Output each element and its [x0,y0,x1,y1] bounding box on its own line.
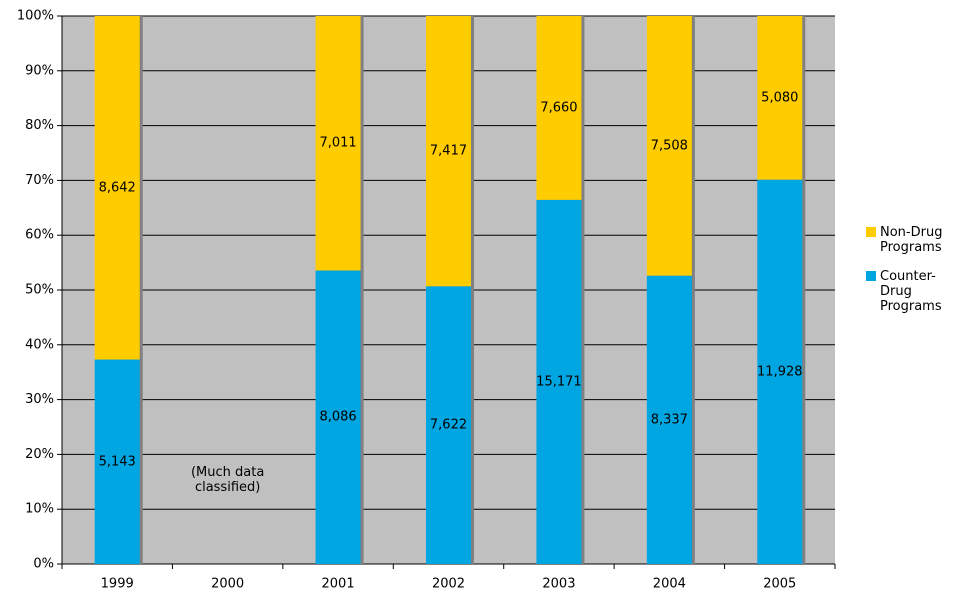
data-label: 7,508 [651,138,688,153]
bar-segment [536,16,582,200]
bar-segment [94,359,140,564]
data-label: 7,660 [540,100,577,115]
y-tick-label: 70% [25,173,54,188]
bar-segment [757,179,803,564]
y-tick-label: 100% [17,9,54,24]
data-label: 5,143 [99,454,136,469]
bar-segment [646,275,692,564]
data-label: 5,080 [761,90,798,105]
bar-segment [536,199,582,564]
x-tick-label: 2003 [542,577,575,592]
bar-segment [94,16,140,360]
bar-segment [757,16,803,180]
y-tick-label: 90% [25,63,54,78]
data-label: 8,086 [319,410,356,425]
x-tick-label: 2002 [432,577,465,592]
legend-swatch [866,227,876,237]
data-label: 7,417 [430,144,467,159]
data-label: 7,622 [430,418,467,433]
data-label: 7,011 [319,136,356,151]
y-tick-label: 10% [25,502,54,517]
x-tick-label: 1999 [101,577,134,592]
y-tick-label: 60% [25,228,54,243]
legend-swatch [866,271,876,281]
y-tick-label: 0% [33,557,54,572]
y-tick-label: 50% [25,283,54,298]
data-label: 8,642 [99,180,136,195]
bar-segment [315,270,361,564]
annotation: (Much data classified) [190,465,265,495]
y-tick-label: 20% [25,447,54,462]
y-tick-label: 40% [25,337,54,352]
legend-label: Counter-Drug Programs [880,269,942,314]
data-label: 15,171 [536,374,582,389]
bar-segment [315,16,361,271]
bar-segment [426,16,471,287]
data-label: 11,928 [757,364,803,379]
bar-segment [646,16,692,276]
data-label: 8,337 [651,412,688,427]
legend-label: Non-Drug Programs [880,225,943,255]
x-tick-label: 2005 [763,577,796,592]
x-tick-label: 2004 [653,577,686,592]
x-tick-label: 2001 [322,577,355,592]
y-tick-label: 80% [25,118,54,133]
x-tick-label: 2000 [211,577,244,592]
y-tick-label: 30% [25,392,54,407]
bar-segment [426,286,471,564]
